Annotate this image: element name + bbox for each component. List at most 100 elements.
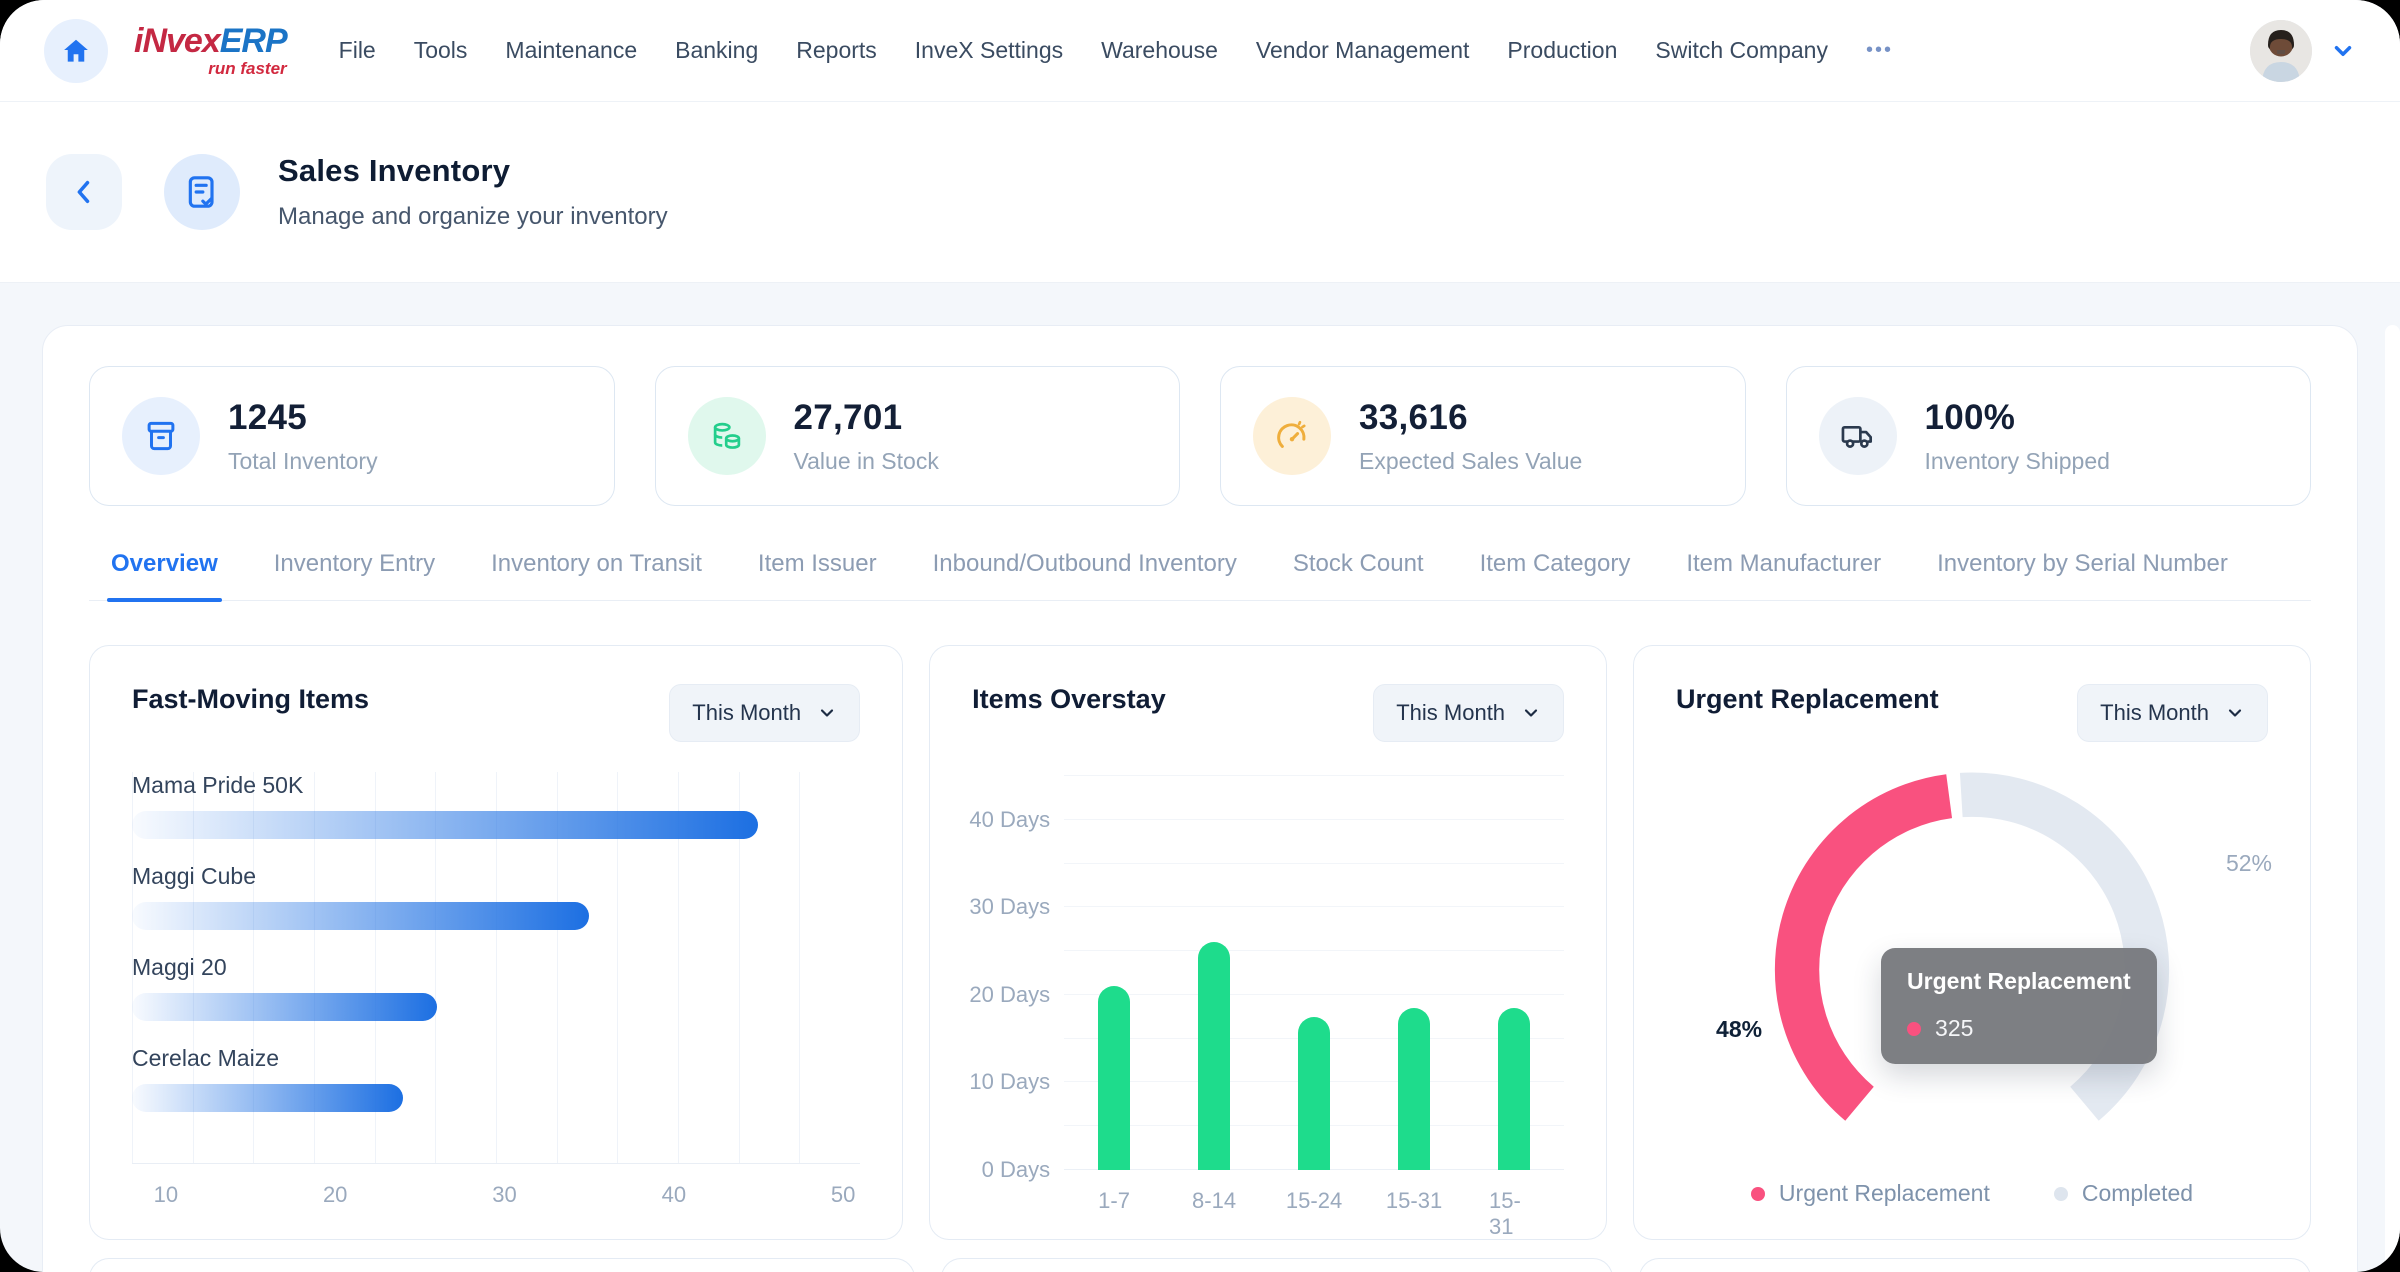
stat-value: 27,701 [793,397,903,437]
x-tick: 50 [830,1182,856,1207]
legend-label: Completed [2081,1180,2194,1206]
y-tick: 10 Days [969,1069,1051,1095]
chevron-down-icon [821,709,834,717]
tab-inventory-by-serial-number[interactable]: Inventory by Serial Number [1937,550,2228,577]
sales-inventory-icon [164,154,240,230]
x-tick: 40 [661,1182,687,1207]
nav-item-reports[interactable]: Reports [796,37,877,63]
legend-item-urgent-replacement: Urgent Replacement [1750,1180,1990,1207]
gridline [132,772,133,1163]
stats-row: 1245 Total Inventory 27,701 Value in Stock 3… [89,366,2311,506]
fast-moving-period-select[interactable]: This Month [669,684,861,742]
gridline [799,772,801,1163]
urgent-replacement-panel: Urgent Replacement This Month 48% 52% Ur… [1633,645,2311,1240]
items-overstay-period-value: This Month [1396,700,1506,725]
back-button[interactable] [46,154,122,230]
bar-15-31 [1498,1008,1531,1170]
tab-stock-count[interactable]: Stock Count [1292,550,1424,577]
gauge-left-percent: 48% [1716,1016,1763,1042]
chevron-down-icon [1524,709,1538,717]
nav-item-switch-company[interactable]: Switch Company [1655,37,1828,63]
bar-maggi-cube [132,902,590,930]
gridline [617,772,619,1163]
nav-item-banking[interactable]: Banking [675,37,759,63]
nav-item-tools[interactable]: Tools [413,37,468,63]
tab-bar: Overview Inventory Entry Inventory on Tran… [89,544,2311,602]
x-tick: 15-31 [1385,1188,1443,1213]
card-stub [1639,1258,2311,1272]
y-tick: 40 Days [969,806,1051,832]
nav-item-production[interactable]: Production [1507,37,1618,63]
items-overstay-title: Items Overstay [972,684,1166,714]
legend-label: Urgent Replacement [1778,1180,1990,1206]
gridline [192,772,194,1163]
nav-item-invex-settings[interactable]: InveX Settings [914,37,1064,63]
urgent-replacement-period-value: This Month [2100,700,2209,725]
x-tick: 1-7 [1098,1188,1130,1213]
tab-item-category[interactable]: Item Category [1479,550,1631,577]
stat-value: 100% [1924,397,2016,437]
tab-item-issuer[interactable]: Item Issuer [757,550,877,577]
gauge-tooltip-value: 325 [1935,1015,1974,1041]
gauge-tooltip: Urgent Replacement 325 [1881,948,2157,1064]
profile-chevron-down-icon[interactable] [2330,38,2356,64]
x-tick: 15-31 [1489,1188,1521,1239]
gridline [1064,906,1565,908]
bar-group: Maggi Cube [132,863,860,930]
gridline [1064,818,1565,820]
tab-inventory-on-transit[interactable]: Inventory on Transit [491,550,702,577]
bar-label: Maggi Cube [132,863,257,889]
bar-mama-pride-50k [132,811,759,839]
inventory-box-icon [122,397,200,475]
items-overstay-period-select[interactable]: This Month [1373,684,1565,742]
legend-dot [2053,1186,2068,1201]
nav-more-button[interactable]: ••• [1865,39,1893,61]
tab-overview[interactable]: Overview [107,544,222,602]
page-title: Sales Inventory [278,153,511,188]
stat-label: Total Inventory [228,447,378,474]
tab-item-manufacturer[interactable]: Item Manufacturer [1686,550,1882,577]
bar-15-31 [1398,1008,1431,1170]
tab-inbound-outbound-inventory[interactable]: Inbound/Outbound Inventory [932,550,1237,577]
urgent-replacement-period-select[interactable]: This Month [2077,684,2268,742]
brand-erp: ERP [219,22,288,60]
truck-icon [1818,397,1897,475]
nav-item-vendor-management[interactable]: Vendor Management [1255,37,1470,63]
brand-logo: iNvexERP run faster [134,22,288,78]
stat-card-expected-sales-value: 33,616 Expected Sales Value [1220,366,1746,506]
x-tick: 10 [153,1182,179,1207]
gauge-icon [1253,397,1331,475]
legend-dot [1750,1186,1765,1201]
tooltip-series-dot [1907,1021,1922,1036]
bar-15-24 [1298,1016,1331,1170]
gauge-legend: Urgent Replacement Completed [1634,1180,2310,1207]
nav-item-file[interactable]: File [338,37,376,63]
page-subtitle: Manage and organize your inventory [278,203,668,230]
stat-text: 1245 Total Inventory [228,398,378,475]
nav-item-warehouse[interactable]: Warehouse [1101,37,1218,63]
stat-label: Inventory Shipped [1924,447,2110,474]
fast-moving-plot: Mama Pride 50K Maggi Cube Maggi 20 Cerelac … [132,772,861,1164]
fast-moving-items-panel: Fast-Moving Items This Month Mama Pride … [89,645,904,1240]
x-tick: 8-14 [1192,1188,1237,1213]
nav-item-maintenance[interactable]: Maintenance [505,37,638,63]
home-icon [64,39,88,62]
chevron-left-icon [77,180,90,204]
bar-label: Maggi 20 [132,954,227,980]
stat-card-value-in-stock: 27,701 Value in Stock [654,366,1180,506]
bar-1-7 [1098,986,1131,1170]
stat-card-inventory-shipped: 100% Inventory Shipped [1785,366,2311,506]
brand-tagline: run faster [208,59,287,78]
home-button[interactable] [44,18,108,83]
urgent-replacement-gauge: 48% 52% Urgent Replacement 325 [1676,748,2272,1168]
coins-icon [687,397,766,475]
scrollbar[interactable] [2385,325,2400,1272]
items-overstay-x-axis: 1-7 8-14 15-24 15-31 15-31 [1064,1170,1564,1239]
tab-inventory-entry[interactable]: Inventory Entry [273,550,436,577]
gridline [738,772,740,1163]
top-navigation: iNvexERP run faster File Tools Maintenance… [0,0,2400,102]
gridline [496,772,498,1163]
avatar[interactable] [2250,19,2312,82]
next-section-cards-peek [89,1258,2311,1272]
gridline [1064,775,1565,776]
